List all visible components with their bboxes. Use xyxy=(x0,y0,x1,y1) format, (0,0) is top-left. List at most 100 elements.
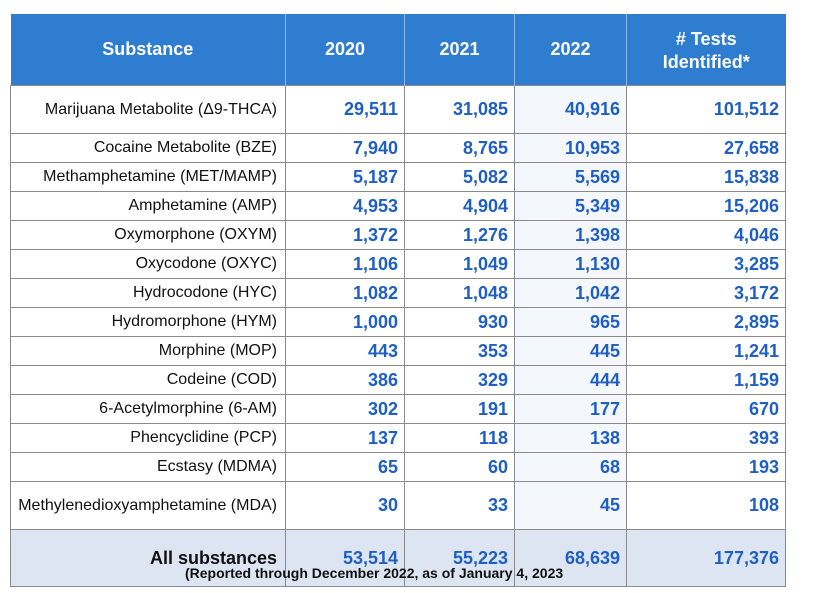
value-tests: 393 xyxy=(626,423,786,453)
value-2020: 443 xyxy=(285,336,405,366)
value-2020: 65 xyxy=(285,452,405,482)
value-2021: 329 xyxy=(404,365,515,395)
value-2022: 5,349 xyxy=(514,191,627,221)
value-2021: 8,765 xyxy=(404,133,515,163)
substance-name: 6-Acetylmorphine (6-AM) xyxy=(10,394,286,424)
substance-name: Hydrocodone (HYC) xyxy=(10,278,286,308)
value-2022: 45 xyxy=(514,481,627,530)
value-2020: 1,000 xyxy=(285,307,405,337)
value-2020: 302 xyxy=(285,394,405,424)
value-2021: 4,904 xyxy=(404,191,515,221)
value-tests: 3,172 xyxy=(626,278,786,308)
value-tests: 1,159 xyxy=(626,365,786,395)
substance-name: Hydromorphone (HYM) xyxy=(10,307,286,337)
value-2020: 5,187 xyxy=(285,162,405,192)
footnote: (Reported through December 2022, as of J… xyxy=(185,565,564,581)
table-row: Oxycodone (OXYC) 1,106 1,049 1,130 3,285 xyxy=(10,249,786,279)
value-tests: 108 xyxy=(626,481,786,530)
value-tests: 15,838 xyxy=(626,162,786,192)
value-2020: 1,106 xyxy=(285,249,405,279)
total-2021: 55,223 xyxy=(404,529,515,587)
table-row: Oxymorphone (OXYM) 1,372 1,276 1,398 4,046 xyxy=(10,220,786,250)
header-tests-identified: # Tests Identified* xyxy=(626,14,786,86)
total-row: All substances 53,514 55,223 68,639 177,… xyxy=(10,529,786,587)
header-2022: 2022 xyxy=(514,14,627,86)
value-2022: 965 xyxy=(514,307,627,337)
header-tests-line1: # Tests xyxy=(675,28,737,49)
value-2022: 1,398 xyxy=(514,220,627,250)
value-tests: 193 xyxy=(626,452,786,482)
value-2022: 1,130 xyxy=(514,249,627,279)
value-tests: 2,895 xyxy=(626,307,786,337)
value-2021: 1,049 xyxy=(404,249,515,279)
table-row: Phencyclidine (PCP) 137 118 138 393 xyxy=(10,423,786,453)
substance-name: Methamphetamine (MET/MAMP) xyxy=(10,162,286,192)
table-row: 6-Acetylmorphine (6-AM) 302 191 177 670 xyxy=(10,394,786,424)
value-tests: 4,046 xyxy=(626,220,786,250)
header-2021: 2021 xyxy=(404,14,515,86)
value-2020: 137 xyxy=(285,423,405,453)
table-row: Methamphetamine (MET/MAMP) 5,187 5,082 5,56… xyxy=(10,162,786,192)
header-tests-line2: Identified* xyxy=(662,51,750,72)
table-row: Methylenedioxyamphetamine (MDA) 30 33 45 108 xyxy=(10,481,786,530)
value-2020: 1,082 xyxy=(285,278,405,308)
value-2020: 7,940 xyxy=(285,133,405,163)
substance-name: Oxycodone (OXYC) xyxy=(10,249,286,279)
value-tests: 670 xyxy=(626,394,786,424)
value-2022: 138 xyxy=(514,423,627,453)
substance-name: Methylenedioxyamphetamine (MDA) xyxy=(10,481,286,530)
substance-table-frame: Substance 2020 2021 2022 # Tests Identif… xyxy=(10,14,786,587)
value-2022: 1,042 xyxy=(514,278,627,308)
value-2022: 444 xyxy=(514,365,627,395)
value-tests: 15,206 xyxy=(626,191,786,221)
value-2021: 60 xyxy=(404,452,515,482)
value-2020: 1,372 xyxy=(285,220,405,250)
substance-name: Cocaine Metabolite (BZE) xyxy=(10,133,286,163)
value-tests: 3,285 xyxy=(626,249,786,279)
table-row: Hydrocodone (HYC) 1,082 1,048 1,042 3,172 xyxy=(10,278,786,308)
table-row: Ecstasy (MDMA) 65 60 68 193 xyxy=(10,452,786,482)
value-2022: 445 xyxy=(514,336,627,366)
value-2021: 930 xyxy=(404,307,515,337)
table-row: Morphine (MOP) 443 353 445 1,241 xyxy=(10,336,786,366)
substance-name: Phencyclidine (PCP) xyxy=(10,423,286,453)
substance-name: Ecstasy (MDMA) xyxy=(10,452,286,482)
value-2021: 118 xyxy=(404,423,515,453)
header-2020: 2020 xyxy=(285,14,405,86)
value-tests: 27,658 xyxy=(626,133,786,163)
total-label: All substances xyxy=(10,529,286,587)
value-2021: 1,276 xyxy=(404,220,515,250)
header-row: Substance 2020 2021 2022 # Tests Identif… xyxy=(10,14,786,86)
total-2022: 68,639 xyxy=(514,529,627,587)
header-substance: Substance xyxy=(10,14,286,86)
value-2022: 5,569 xyxy=(514,162,627,192)
substance-table: Substance 2020 2021 2022 # Tests Identif… xyxy=(10,14,786,587)
substance-name: Amphetamine (AMP) xyxy=(10,191,286,221)
value-2020: 386 xyxy=(285,365,405,395)
value-2021: 191 xyxy=(404,394,515,424)
value-2021: 33 xyxy=(404,481,515,530)
table-row: Marijuana Metabolite (Δ9-THCA) 29,511 31,0… xyxy=(10,85,786,134)
substance-name: Morphine (MOP) xyxy=(10,336,286,366)
table-row: Amphetamine (AMP) 4,953 4,904 5,349 15,206 xyxy=(10,191,786,221)
value-2020: 30 xyxy=(285,481,405,530)
total-tests: 177,376 xyxy=(626,529,786,587)
table-row: Codeine (COD) 386 329 444 1,159 xyxy=(10,365,786,395)
table-row: Hydromorphone (HYM) 1,000 930 965 2,895 xyxy=(10,307,786,337)
value-tests: 101,512 xyxy=(626,85,786,134)
value-2021: 353 xyxy=(404,336,515,366)
value-2020: 29,511 xyxy=(285,85,405,134)
substance-name: Oxymorphone (OXYM) xyxy=(10,220,286,250)
table-row: Cocaine Metabolite (BZE) 7,940 8,765 10,953… xyxy=(10,133,786,163)
value-2022: 177 xyxy=(514,394,627,424)
value-2021: 5,082 xyxy=(404,162,515,192)
value-2020: 4,953 xyxy=(285,191,405,221)
value-2022: 40,916 xyxy=(514,85,627,134)
value-2021: 1,048 xyxy=(404,278,515,308)
substance-name: Codeine (COD) xyxy=(10,365,286,395)
substance-name: Marijuana Metabolite (Δ9-THCA) xyxy=(10,85,286,134)
value-2022: 10,953 xyxy=(514,133,627,163)
value-tests: 1,241 xyxy=(626,336,786,366)
value-2021: 31,085 xyxy=(404,85,515,134)
value-2022: 68 xyxy=(514,452,627,482)
